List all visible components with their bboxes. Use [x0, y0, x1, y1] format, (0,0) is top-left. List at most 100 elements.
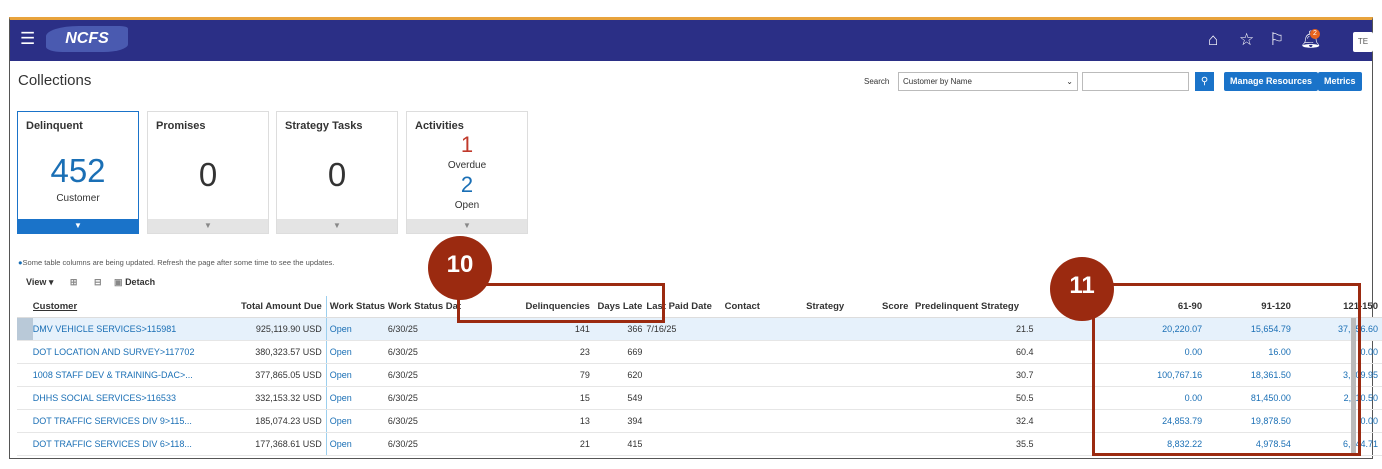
table-row[interactable]: DOT LOCATION AND SURVEY>117702 380,323.57…	[17, 340, 1382, 364]
bucket-91-120[interactable]: 19,878.50	[1206, 409, 1295, 433]
work-status[interactable]: Open	[325, 409, 388, 433]
card-sub: Customer	[56, 193, 100, 204]
user-avatar[interactable]: TE	[1353, 32, 1373, 52]
strategy	[806, 363, 943, 387]
ncfs-logo[interactable]: NCFS	[46, 26, 128, 52]
col-total-amount-due[interactable]: Total Amount Due	[219, 296, 327, 318]
notification-badge: 2	[1310, 29, 1320, 39]
col-customer[interactable]: Customer	[32, 296, 220, 318]
home-icon[interactable]: ⌂	[1208, 30, 1219, 49]
col-days-late[interactable]: Days Late	[593, 296, 647, 318]
table-row[interactable]: DMV VEHICLE SERVICES>115981 925,119.90 US…	[17, 317, 1382, 341]
customer-link[interactable]: DOT TRAFFIC SERVICES DIV 6>118...	[32, 432, 220, 456]
row-selector[interactable]	[17, 386, 33, 410]
open-label: Open	[454, 200, 480, 211]
row-selector[interactable]	[17, 409, 33, 433]
score: 60.4	[949, 340, 1126, 364]
work-status-date: 6/30/25	[387, 409, 463, 433]
flag-icon[interactable]: ⚐	[1269, 30, 1285, 49]
row-selector[interactable]	[17, 432, 33, 456]
search-input[interactable]	[1082, 72, 1189, 91]
customer-link[interactable]: DOT LOCATION AND SURVEY>117702	[32, 340, 220, 364]
col-score[interactable]: Score	[882, 301, 909, 312]
customer-link[interactable]: DHHS SOCIAL SERVICES>116533	[32, 386, 220, 410]
expand-button[interactable]: ▼	[18, 219, 138, 233]
row-selector[interactable]	[17, 340, 33, 364]
score-value: 21.5	[1016, 323, 1034, 334]
work-status[interactable]: Open	[325, 340, 388, 364]
caret-down-icon: ▼	[74, 221, 82, 230]
bucket-91-120[interactable]: 16.00	[1206, 340, 1295, 364]
contact	[724, 386, 807, 410]
bucket-61-90[interactable]: 24,853.79	[1125, 409, 1207, 433]
bucket-61-90[interactable]: 100,767.16	[1125, 363, 1207, 387]
table-row[interactable]: 1008 STAFF DEV & TRAINING-DAC>... 377,865…	[17, 363, 1382, 387]
customer-link[interactable]: DMV VEHICLE SERVICES>115981	[32, 317, 220, 341]
card-activities[interactable]: Activities 1 Overdue 2 Open ▼	[406, 111, 528, 234]
total-amount-due: 925,119.90 USD	[219, 317, 327, 341]
bucket-91-120[interactable]: 81,450.00	[1206, 386, 1295, 410]
work-status-date: 6/30/25	[387, 432, 463, 456]
search-button[interactable]: ⚲	[1195, 72, 1214, 91]
vertical-scrollbar[interactable]	[1351, 318, 1356, 454]
col-delinquencies[interactable]: Delinquencies	[462, 296, 594, 318]
bucket-91-120[interactable]: 18,361.50	[1206, 363, 1295, 387]
score-value: 35.5	[1016, 438, 1034, 449]
metrics-button[interactable]: Metrics	[1318, 72, 1362, 91]
strategy	[806, 432, 943, 456]
work-status[interactable]: Open	[325, 386, 388, 410]
col-strategy[interactable]: Strategy	[806, 296, 943, 318]
freeze-icon[interactable]: ⊞	[69, 277, 78, 287]
col-contact[interactable]: Contact	[724, 296, 807, 318]
star-icon[interactable]: ☆	[1239, 30, 1255, 49]
table-row[interactable]: DOT TRAFFIC SERVICES DIV 9>115... 185,074…	[17, 409, 1382, 433]
row-selector[interactable]	[17, 363, 33, 387]
strategy	[806, 317, 943, 341]
wrap-icon[interactable]: ⊟	[93, 277, 102, 287]
work-status[interactable]: Open	[325, 363, 388, 387]
search-type-select[interactable]: Customer by Name ⌄	[898, 72, 1078, 91]
score: 35.5	[949, 432, 1126, 456]
expand-button[interactable]: ▼	[277, 219, 397, 233]
table-row[interactable]: DHHS SOCIAL SERVICES>116533 332,153.32 US…	[17, 386, 1382, 410]
contact	[724, 363, 807, 387]
work-status[interactable]: Open	[325, 317, 388, 341]
score-value: 30.7	[1016, 369, 1034, 380]
card-value: 452	[50, 152, 106, 189]
col-work-status[interactable]: Work Status	[325, 296, 388, 318]
card-delinquent[interactable]: Delinquent 452 Customer ▼	[17, 111, 139, 234]
col-predelinquent-strategy[interactable]: Predelinquent Strategy	[915, 301, 1019, 312]
detach-button[interactable]: ▣ Detach	[114, 277, 155, 287]
last-paid-date	[646, 386, 725, 410]
spacer	[942, 409, 950, 433]
last-paid-date	[646, 432, 725, 456]
customer-link[interactable]: 1008 STAFF DEV & TRAINING-DAC>...	[32, 363, 220, 387]
col-work-status-date[interactable]: Work Status Dat	[387, 296, 463, 318]
contact	[724, 409, 807, 433]
bucket-61-90[interactable]: 0.00	[1125, 386, 1207, 410]
bucket-91-120[interactable]: 15,654.79	[1206, 317, 1295, 341]
total-amount-due: 377,865.05 USD	[219, 363, 327, 387]
expand-button[interactable]: ▼	[148, 219, 268, 233]
chevron-down-icon: ⌄	[1066, 77, 1073, 86]
info-icon: ●	[18, 258, 23, 267]
card-strategy-tasks[interactable]: Strategy Tasks 0 ▼	[276, 111, 398, 234]
col-91-120[interactable]: 91-120	[1206, 296, 1295, 318]
card-value: 0	[327, 156, 347, 193]
total-amount-due: 332,153.32 USD	[219, 386, 327, 410]
work-status[interactable]: Open	[325, 432, 388, 456]
hamburger-menu-icon[interactable]: ☰	[20, 29, 36, 48]
bucket-61-90[interactable]: 20,220.07	[1125, 317, 1207, 341]
spacer	[942, 363, 950, 387]
col-last-paid-date[interactable]: Last Paid Date	[646, 296, 725, 318]
contact	[724, 340, 807, 364]
manage-resources-button[interactable]: Manage Resources	[1224, 72, 1319, 91]
customer-link[interactable]: DOT TRAFFIC SERVICES DIV 9>115...	[32, 409, 220, 433]
col-61-90[interactable]: 61-90	[1125, 296, 1207, 318]
view-menu[interactable]: View ▾	[26, 277, 54, 287]
expand-button[interactable]: ▼	[407, 219, 527, 233]
row-selector[interactable]	[17, 317, 33, 341]
score-value: 50.5	[1016, 392, 1034, 403]
bucket-61-90[interactable]: 0.00	[1125, 340, 1207, 364]
card-promises[interactable]: Promises 0 ▼	[147, 111, 269, 234]
